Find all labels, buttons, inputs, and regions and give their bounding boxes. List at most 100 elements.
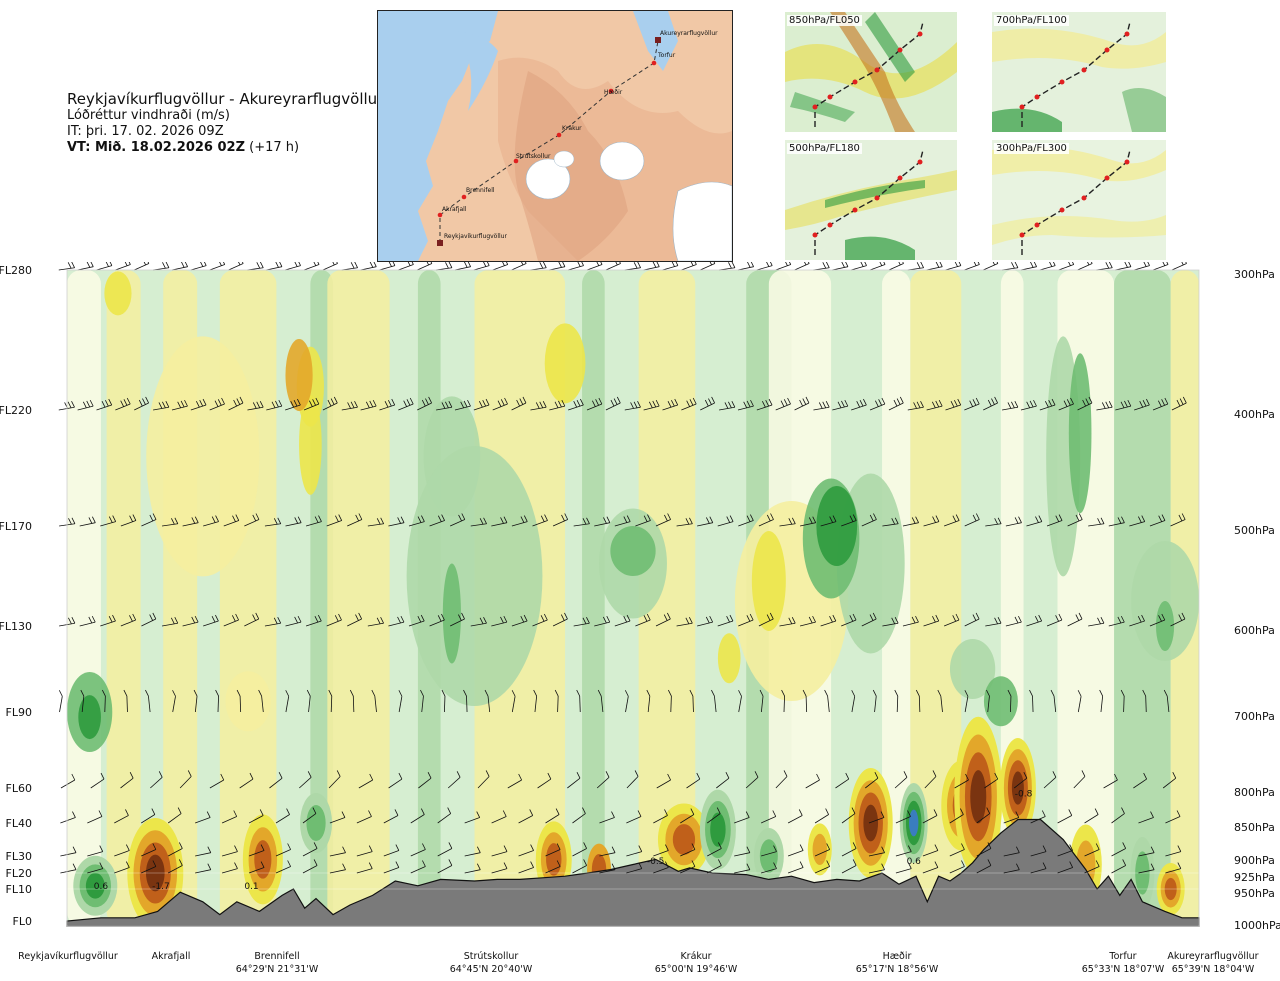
wind-barb — [689, 689, 694, 713]
wind-barb — [775, 397, 791, 411]
wind-barb — [145, 689, 151, 713]
wind-barb — [1084, 808, 1099, 824]
wind-barb — [383, 809, 399, 824]
flight-level-tick: FL130 — [0, 620, 32, 633]
wind-barb — [841, 613, 857, 627]
wind-barb — [161, 617, 179, 627]
wind-barb — [1134, 262, 1150, 271]
flight-level-axis: FL280 FL220 FL170 FL130 FL90 FL60 FL40 FL30 FL20… — [0, 264, 32, 928]
wind-barb — [964, 690, 969, 713]
wind-barb — [285, 398, 301, 411]
field-core — [759, 839, 778, 873]
wind-barb — [371, 689, 377, 713]
map-label-brennifell: Brennifell — [466, 187, 495, 194]
wind-barb — [484, 689, 491, 713]
wind-barb — [681, 397, 697, 411]
station-name: Brennifell — [254, 951, 299, 962]
wind-barb — [530, 401, 547, 411]
wind-barb — [922, 809, 938, 824]
wind-barb — [349, 689, 355, 713]
station-coord: 65°33'N 18°07'W — [1082, 964, 1165, 975]
wind-barb — [1057, 809, 1073, 824]
wind-barb — [624, 401, 641, 411]
wind-barb — [195, 846, 212, 857]
wind-barb — [895, 862, 912, 874]
wind-barb — [943, 613, 960, 627]
wind-barb — [646, 689, 651, 713]
wind-barb — [813, 401, 830, 411]
station-name: Hæðir — [883, 951, 912, 962]
title-block: Reykjavíkurflugvöllur - Akureyrarflugvöl… — [67, 90, 383, 156]
mini-map-300hpa-label: 300hPa/FL300 — [994, 143, 1069, 154]
field-band — [638, 270, 696, 926]
wind-barb — [841, 859, 857, 874]
wind-barb — [491, 845, 508, 857]
wind-barb — [1003, 863, 1020, 874]
field-band — [106, 270, 141, 926]
contour-label: 0.6 — [94, 882, 109, 892]
wind-barb — [341, 401, 358, 411]
wind-barb — [437, 807, 452, 824]
wind-barb — [120, 771, 134, 789]
wind-barb — [586, 397, 603, 411]
wind-barb — [635, 613, 651, 627]
field-cell — [717, 633, 741, 684]
wind-barb — [943, 514, 960, 527]
wind-barb — [410, 808, 425, 824]
wind-barb — [681, 262, 697, 271]
wind-barb — [60, 773, 76, 789]
wind-barb — [1030, 845, 1047, 857]
wind-barb — [734, 846, 751, 857]
wind-barb — [417, 262, 433, 271]
wind-barb — [114, 809, 129, 824]
wind-barb — [549, 399, 566, 411]
mini-map-700hpa-label: 700hPa/FL100 — [994, 15, 1069, 26]
wind-barb — [697, 516, 714, 527]
wind-barb — [115, 397, 131, 411]
wind-barb — [306, 689, 311, 713]
wind-barb — [123, 689, 128, 713]
wind-barb — [586, 262, 603, 271]
wind-barb — [244, 612, 260, 627]
wind-barb — [1165, 810, 1181, 824]
wind-barb — [1050, 689, 1057, 713]
wind-barb — [1005, 516, 1022, 527]
wind-barb — [759, 689, 764, 713]
wind-barb — [1026, 515, 1043, 527]
wind-barb — [80, 689, 85, 713]
wind-barb — [799, 615, 816, 627]
wind-barb — [58, 690, 63, 713]
field-cell — [225, 671, 271, 732]
wind-barb — [841, 807, 856, 824]
field-core — [1011, 771, 1024, 805]
wind-barb — [1165, 845, 1182, 857]
wind-barb — [716, 771, 730, 789]
wind-barb — [141, 860, 157, 874]
mini-map-500hpa-label: 500hPa/FL180 — [787, 143, 862, 154]
wind-barb — [193, 689, 198, 713]
wind-barb — [1129, 515, 1146, 527]
wind-barb — [805, 773, 820, 789]
wind-barb — [775, 770, 788, 789]
wind-barb — [734, 811, 750, 824]
wind-barb — [398, 397, 414, 411]
map-label-haedir: Hæðir — [604, 89, 623, 96]
station-name: Akrafjall — [152, 951, 191, 962]
wind-barb — [813, 262, 830, 271]
wind-barb — [305, 515, 322, 527]
wind-barb — [794, 396, 810, 411]
pressure-level-tick: 800hPa — [1234, 786, 1275, 799]
wind-barb — [115, 262, 131, 271]
field-band — [582, 270, 605, 926]
wind-barb — [1020, 399, 1037, 411]
wind-barb — [738, 514, 754, 527]
wind-barb — [302, 807, 317, 824]
wind-barb — [264, 617, 282, 627]
contour-label: -0.5 — [647, 857, 665, 867]
wind-barb — [1002, 401, 1019, 411]
wind-barb — [328, 689, 333, 713]
wind-barb — [1003, 846, 1020, 857]
wind-barb — [518, 861, 534, 874]
wind-barb — [195, 863, 212, 874]
contour-label: -0.8 — [1015, 789, 1033, 799]
